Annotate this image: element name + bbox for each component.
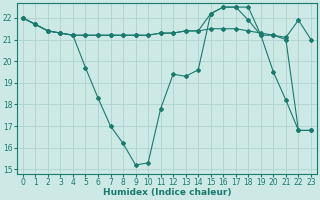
- X-axis label: Humidex (Indice chaleur): Humidex (Indice chaleur): [103, 188, 231, 197]
